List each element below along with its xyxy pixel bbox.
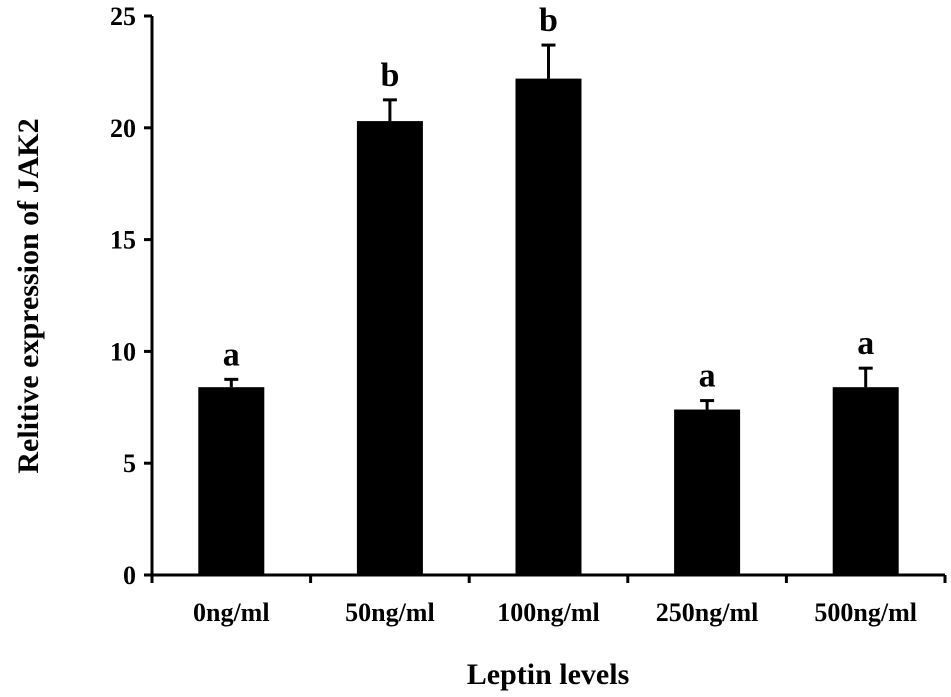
bar xyxy=(198,387,265,575)
x-tick-label: 500ng/ml xyxy=(814,598,917,627)
y-tick-label: 25 xyxy=(110,2,136,31)
x-tick-label: 250ng/ml xyxy=(656,598,759,627)
x-tick-label: 0ng/ml xyxy=(193,598,270,627)
significance-label: b xyxy=(380,57,399,94)
y-tick-label: 10 xyxy=(110,337,136,366)
significance-label: b xyxy=(539,2,558,39)
y-tick-label: 15 xyxy=(110,226,136,255)
significance-label: a xyxy=(857,325,874,362)
x-tick-label: 50ng/ml xyxy=(345,598,435,627)
bar xyxy=(515,78,582,575)
bar xyxy=(356,121,423,575)
x-tick-label: 100ng/ml xyxy=(497,598,600,627)
y-axis-title: Relitive expression of JAK2 xyxy=(12,118,45,473)
significance-label: a xyxy=(223,336,240,373)
significance-label: a xyxy=(699,358,716,395)
y-tick-label: 5 xyxy=(123,449,136,478)
x-axis-title: Leptin levels xyxy=(467,658,630,691)
bar xyxy=(832,387,899,575)
y-tick-label: 0 xyxy=(123,561,136,590)
plot-area: 0 5 10 15 20 25 a 0ng/ml b 50ng/ml b 100ng/ml a 250ng… xyxy=(110,2,947,627)
y-tick-label: 20 xyxy=(110,114,136,143)
bar xyxy=(674,409,741,575)
